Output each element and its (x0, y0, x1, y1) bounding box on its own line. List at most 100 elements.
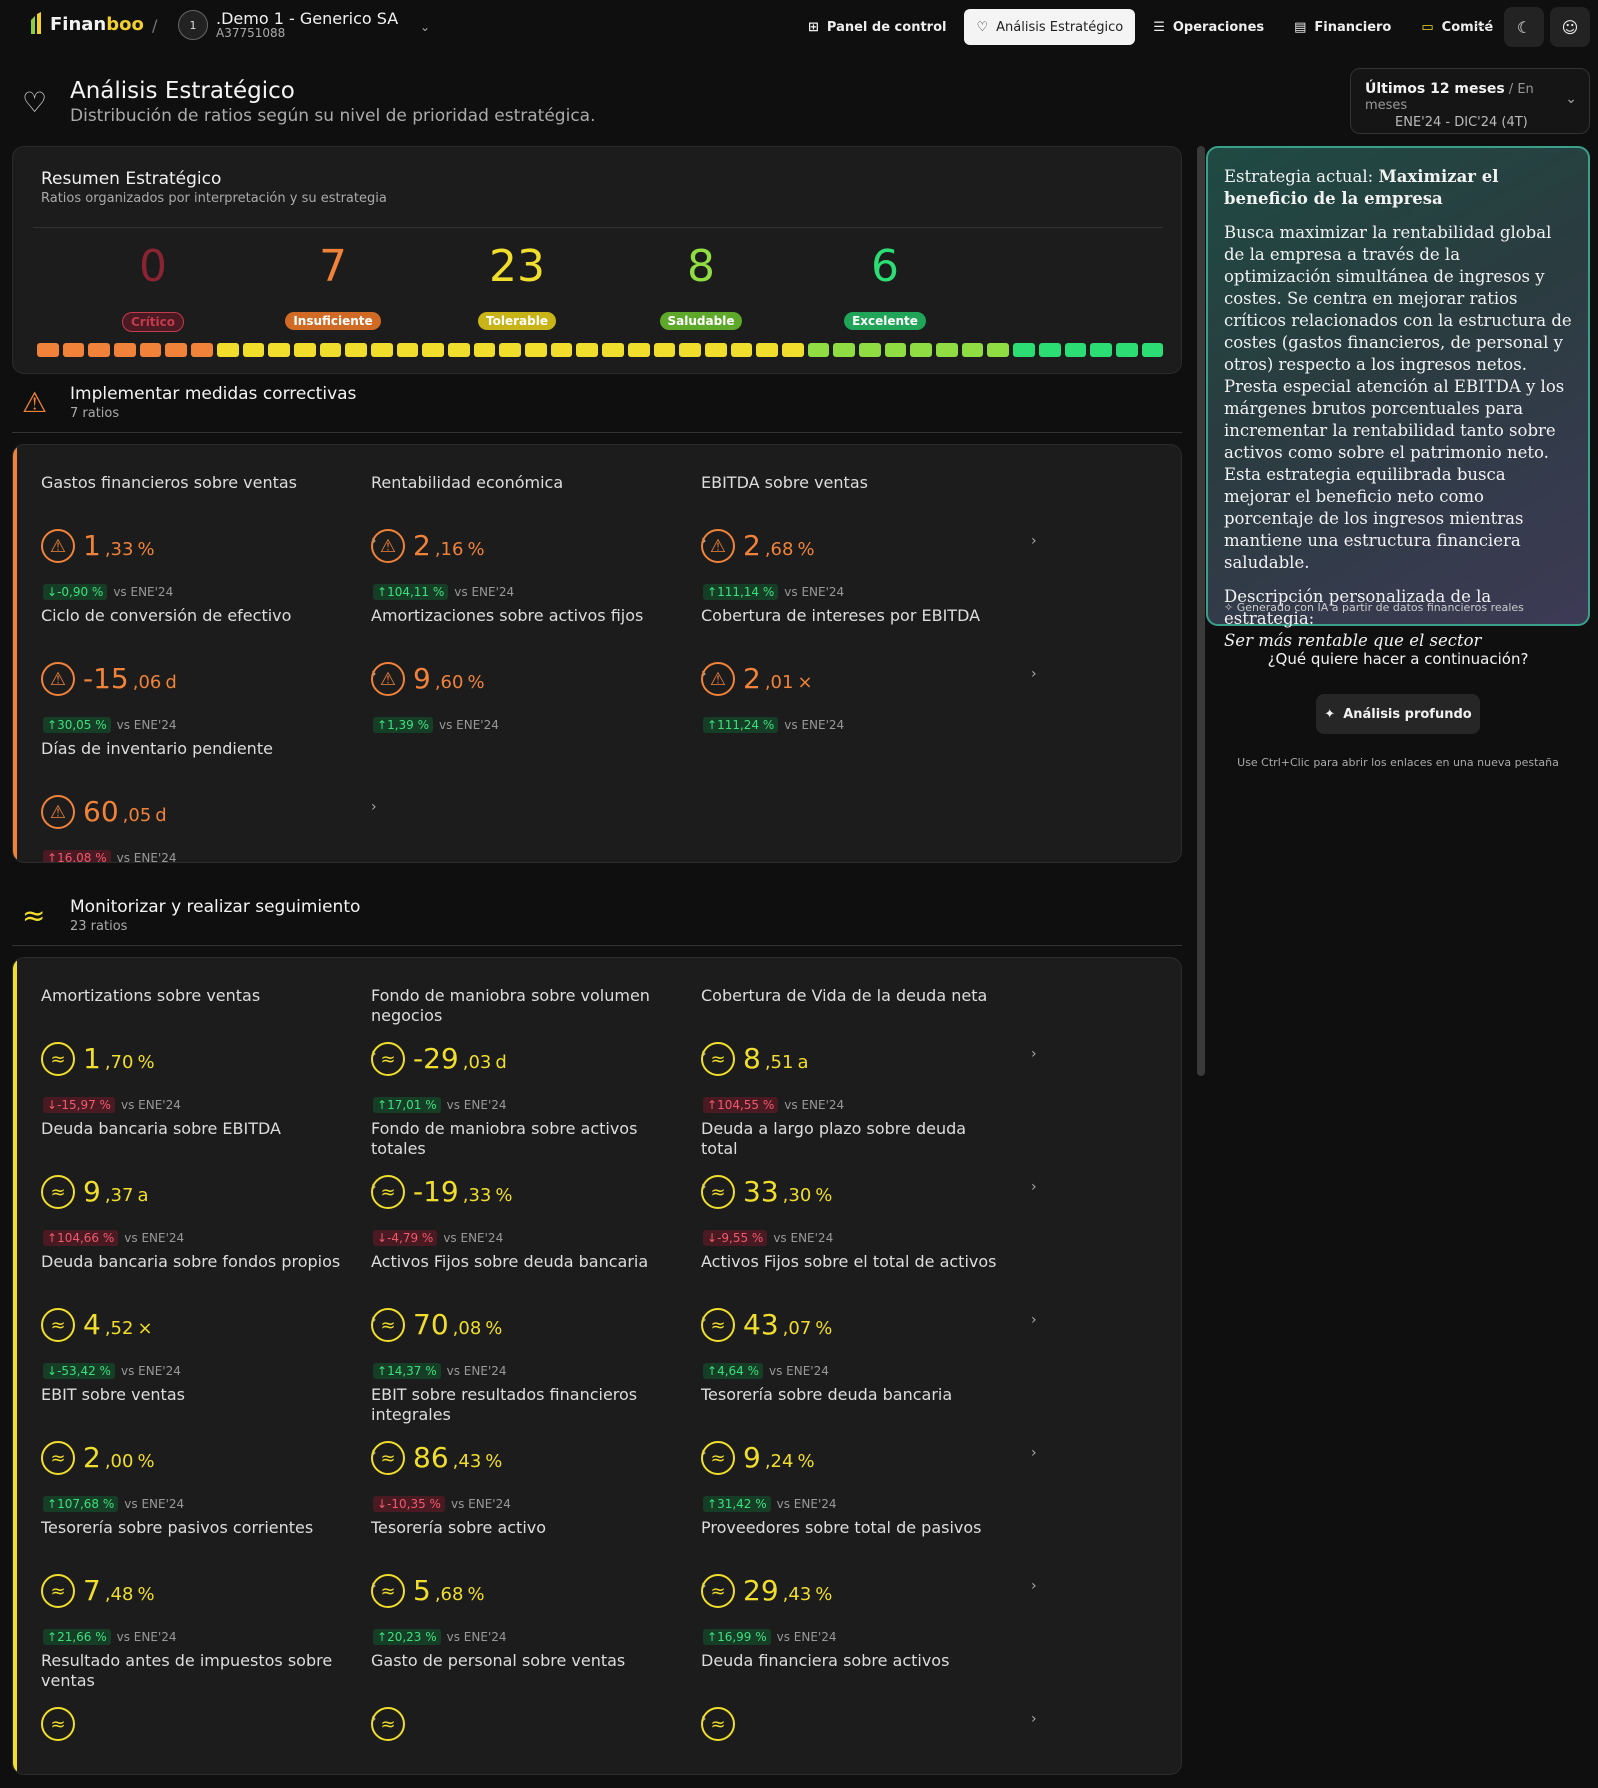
ratio-card[interactable]: Tesorería sobre pasivos corrientes ≈7,48%… (41, 1518, 381, 1648)
ratio-value: ⚠ 60,05 d (41, 795, 167, 829)
ratio-card[interactable]: Tesorería sobre activo ≈5,68% ↑20,23 % vs E… (371, 1518, 711, 1648)
ratio-card[interactable]: Cobertura de intereses por EBITDA ⚠ 2,01 × ↑… (701, 606, 1041, 736)
ratio-card[interactable]: Deuda a largo plazo sobre deuda total ≈33… (701, 1119, 1041, 1249)
ratio-name: Rentabilidad económica (371, 473, 564, 492)
ratio-card[interactable]: Rentabilidad económica ⚠ 2,16% ↑104,11 % vs … (371, 473, 711, 603)
warning-icon: ⚠ (41, 795, 75, 829)
ratio-card[interactable]: Fondo de maniobra sobre volumen negocios… (371, 986, 711, 1116)
value-decimal: ,60 (434, 672, 464, 693)
delta-suffix: vs ENE'24 (443, 1231, 504, 1245)
theme-toggle-button[interactable]: ☾ (1504, 7, 1544, 47)
strategy-label: Estrategia actual: (1224, 167, 1374, 186)
top-bar: Finanboo / 1 .Demo 1 - Generico SA A3775… (0, 0, 1598, 54)
warning-icon: ⚠ (371, 662, 405, 696)
summary-subtitle: Ratios organizados por interpretación y … (41, 191, 387, 206)
ratio-value: ≈70,08% (371, 1308, 502, 1342)
stat-excelente: 6 Excelente (805, 243, 965, 330)
divider (12, 945, 1182, 946)
distribution-segment (1013, 343, 1035, 357)
distribution-segment (807, 343, 830, 357)
ratio-card[interactable]: Cobertura de Vida de la deuda neta ≈8,51 a… (701, 986, 1041, 1116)
nav-operaciones[interactable]: ☰ Operaciones (1141, 9, 1276, 45)
ratio-card[interactable]: Activos Fijos sobre deuda bancaria ≈70,08… (371, 1252, 711, 1382)
custom-strategy-value: Ser más rentable que el sector (1224, 631, 1482, 650)
chevron-right-icon: › (1031, 1179, 1037, 1195)
distribution-segment (422, 343, 444, 357)
ratio-value: ≈ (701, 1707, 751, 1741)
ratio-card[interactable]: EBIT sobre ventas ≈2,00% ↑107,68 % vs ENE'2… (41, 1385, 381, 1515)
value-unit: % (137, 1451, 155, 1472)
calculator-icon: ▤ (1294, 19, 1307, 35)
moon-icon: ☾ (1516, 17, 1532, 37)
delta-suffix: vs ENE'24 (450, 1497, 511, 1511)
ratio-card[interactable]: Resultado antes de impuestos sobre venta… (41, 1651, 381, 1774)
ratio-card[interactable]: EBIT sobre resultados financieros integr… (371, 1385, 711, 1515)
ratio-card[interactable]: Ciclo de conversión de efectivo ⚠ -15,06 d ↑… (41, 606, 381, 736)
ratio-card[interactable]: Gastos financieros sobre ventas ⚠ 1,33% ↓-0… (41, 473, 381, 603)
delta-value: -0,90 % (57, 585, 104, 599)
nav-analisis-estrategico[interactable]: ♡ Análisis Estratégico (964, 9, 1136, 45)
delta-suffix: vs ENE'24 (773, 1231, 834, 1245)
delta-value: -10,35 % (387, 1497, 441, 1511)
chevron-right-icon: › (1031, 1046, 1037, 1062)
deep-analysis-button[interactable]: ✦ Análisis profundo (1316, 694, 1480, 734)
grid-icon: ⊞ (808, 19, 819, 35)
delta-suffix: vs ENE'24 (120, 1098, 181, 1112)
distribution-segment (1064, 343, 1087, 357)
ratio-card[interactable]: Días de inventario pendiente ⚠ 60,05 d ↑16,0… (41, 739, 381, 862)
approx-icon: ≈ (41, 1175, 75, 1209)
ratio-value: ≈9,24% (701, 1441, 815, 1475)
ratio-value: ≈86,43% (371, 1441, 502, 1475)
distribution-segment (216, 343, 239, 357)
value-unit: % (137, 1584, 155, 1605)
chevron-right-icon: › (371, 799, 377, 815)
ratio-card[interactable]: Tesorería sobre deuda bancaria ≈9,24% ↑31,… (701, 1385, 1041, 1515)
ratio-card[interactable]: Gasto de personal sobre ventas ≈ › (371, 1651, 711, 1774)
company-avatar: 1 (178, 10, 208, 40)
company-selector[interactable]: 1 .Demo 1 - Generico SA A37751088 (178, 10, 398, 40)
distribution-segment (319, 343, 342, 357)
value-decimal: ,30 (782, 1185, 812, 1206)
ratio-card[interactable]: EBITDA sobre ventas ⚠ 2,68% ↑111,14 % vs ENE… (701, 473, 1041, 603)
distribution-segment (961, 343, 984, 357)
ratio-card[interactable]: Amortizations sobre ventas ≈1,70% ↓-15,97 … (41, 986, 381, 1116)
logo-text-boo: boo (106, 13, 144, 35)
distribution-segment (1115, 343, 1138, 357)
distribution-segment (370, 343, 393, 357)
ratio-card[interactable]: Amortizaciones sobre activos fijos ⚠ 9,60%… (371, 606, 711, 736)
value-decimal: ,43 (452, 1451, 482, 1472)
stat-value: 7 (319, 241, 347, 292)
nav-divider (1476, 26, 1490, 27)
distribution-segment (730, 343, 753, 357)
ratio-card[interactable]: Deuda financiera sobre activos ≈ › (701, 1651, 1041, 1774)
delta-badge: ↑104,55 % (703, 1097, 779, 1113)
chevron-down-icon[interactable]: ⌄ (420, 20, 431, 34)
ratio-card[interactable]: Fondo de maniobra sobre activos totales ≈… (371, 1119, 711, 1249)
user-menu-button[interactable]: ☺ (1550, 7, 1590, 47)
nav-comite[interactable]: ▭ Comité (1409, 9, 1505, 45)
ratio-card[interactable]: Deuda bancaria sobre EBITDA ≈9,37 a ↑104,66… (41, 1119, 381, 1249)
nav-panel-de-control[interactable]: ⊞ Panel de control (796, 9, 958, 45)
nav-financiero[interactable]: ▤ Financiero (1282, 9, 1403, 45)
scrollbar[interactable] (1197, 146, 1205, 1076)
stat-value: 8 (687, 241, 715, 292)
finanboo-logo[interactable]: Finanboo (28, 12, 144, 36)
approx-icon: ≈ (22, 899, 46, 932)
ratio-card[interactable]: Deuda bancaria sobre fondos propios ≈4,52… (41, 1252, 381, 1382)
ratio-name: Cobertura de intereses por EBITDA (701, 606, 981, 625)
delta-value: 30,05 % (57, 718, 107, 732)
ratio-value: ≈29,43% (701, 1574, 832, 1608)
period-selector[interactable]: Últimos 12 meses / En meses ENE'24 - DIC… (1350, 68, 1590, 134)
delta-row: ↑31,42 % vs ENE'24 (703, 1496, 837, 1512)
ratio-card[interactable]: Proveedores sobre total de pasivos ≈29,43… (701, 1518, 1041, 1648)
arrow-up-icon: ↑ (707, 718, 718, 732)
delta-row: ↓-0,90 % vs ENE'24 (43, 584, 173, 600)
delta-row: ↑1,39 % vs ENE'24 (373, 717, 499, 733)
delta-row: ↑104,11 % vs ENE'24 (373, 584, 514, 600)
ratio-card[interactable]: Activos Fijos sobre el total de activos ≈… (701, 1252, 1041, 1382)
distribution-segment (242, 343, 265, 357)
delta-suffix: vs ENE'24 (116, 718, 177, 732)
approx-icon: ≈ (371, 1707, 405, 1741)
ratio-value: ⚠ -15,06 d (41, 662, 177, 696)
delta-value: 21,66 % (57, 1630, 107, 1644)
